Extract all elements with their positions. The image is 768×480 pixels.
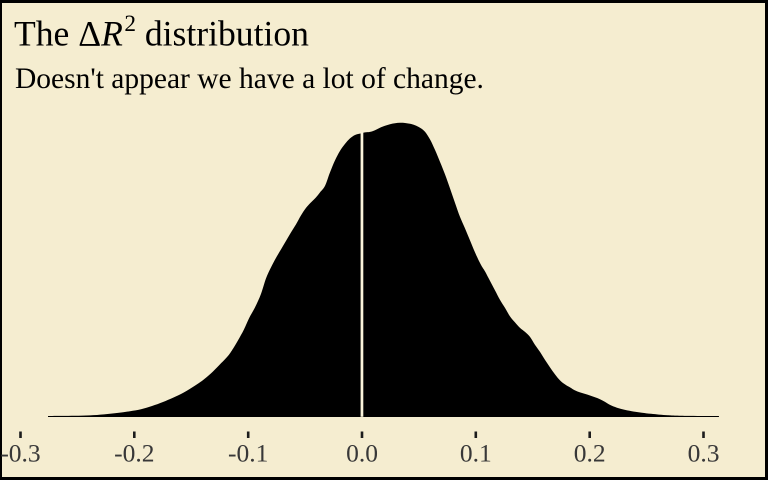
svg-text:The ΔR2 distribution: The ΔR2 distribution — [14, 11, 309, 53]
svg-text:0.2: 0.2 — [574, 439, 606, 468]
svg-text:Doesn't appear we have a lot o: Doesn't appear we have a lot of change. — [15, 63, 484, 95]
svg-text:0.0: 0.0 — [346, 439, 378, 468]
svg-text:-0.2: -0.2 — [114, 439, 154, 468]
svg-text:-0.1: -0.1 — [228, 439, 268, 468]
svg-text:0.1: 0.1 — [460, 439, 492, 468]
svg-text:-0.3: -0.3 — [0, 439, 40, 468]
svg-text:0.3: 0.3 — [688, 439, 720, 468]
